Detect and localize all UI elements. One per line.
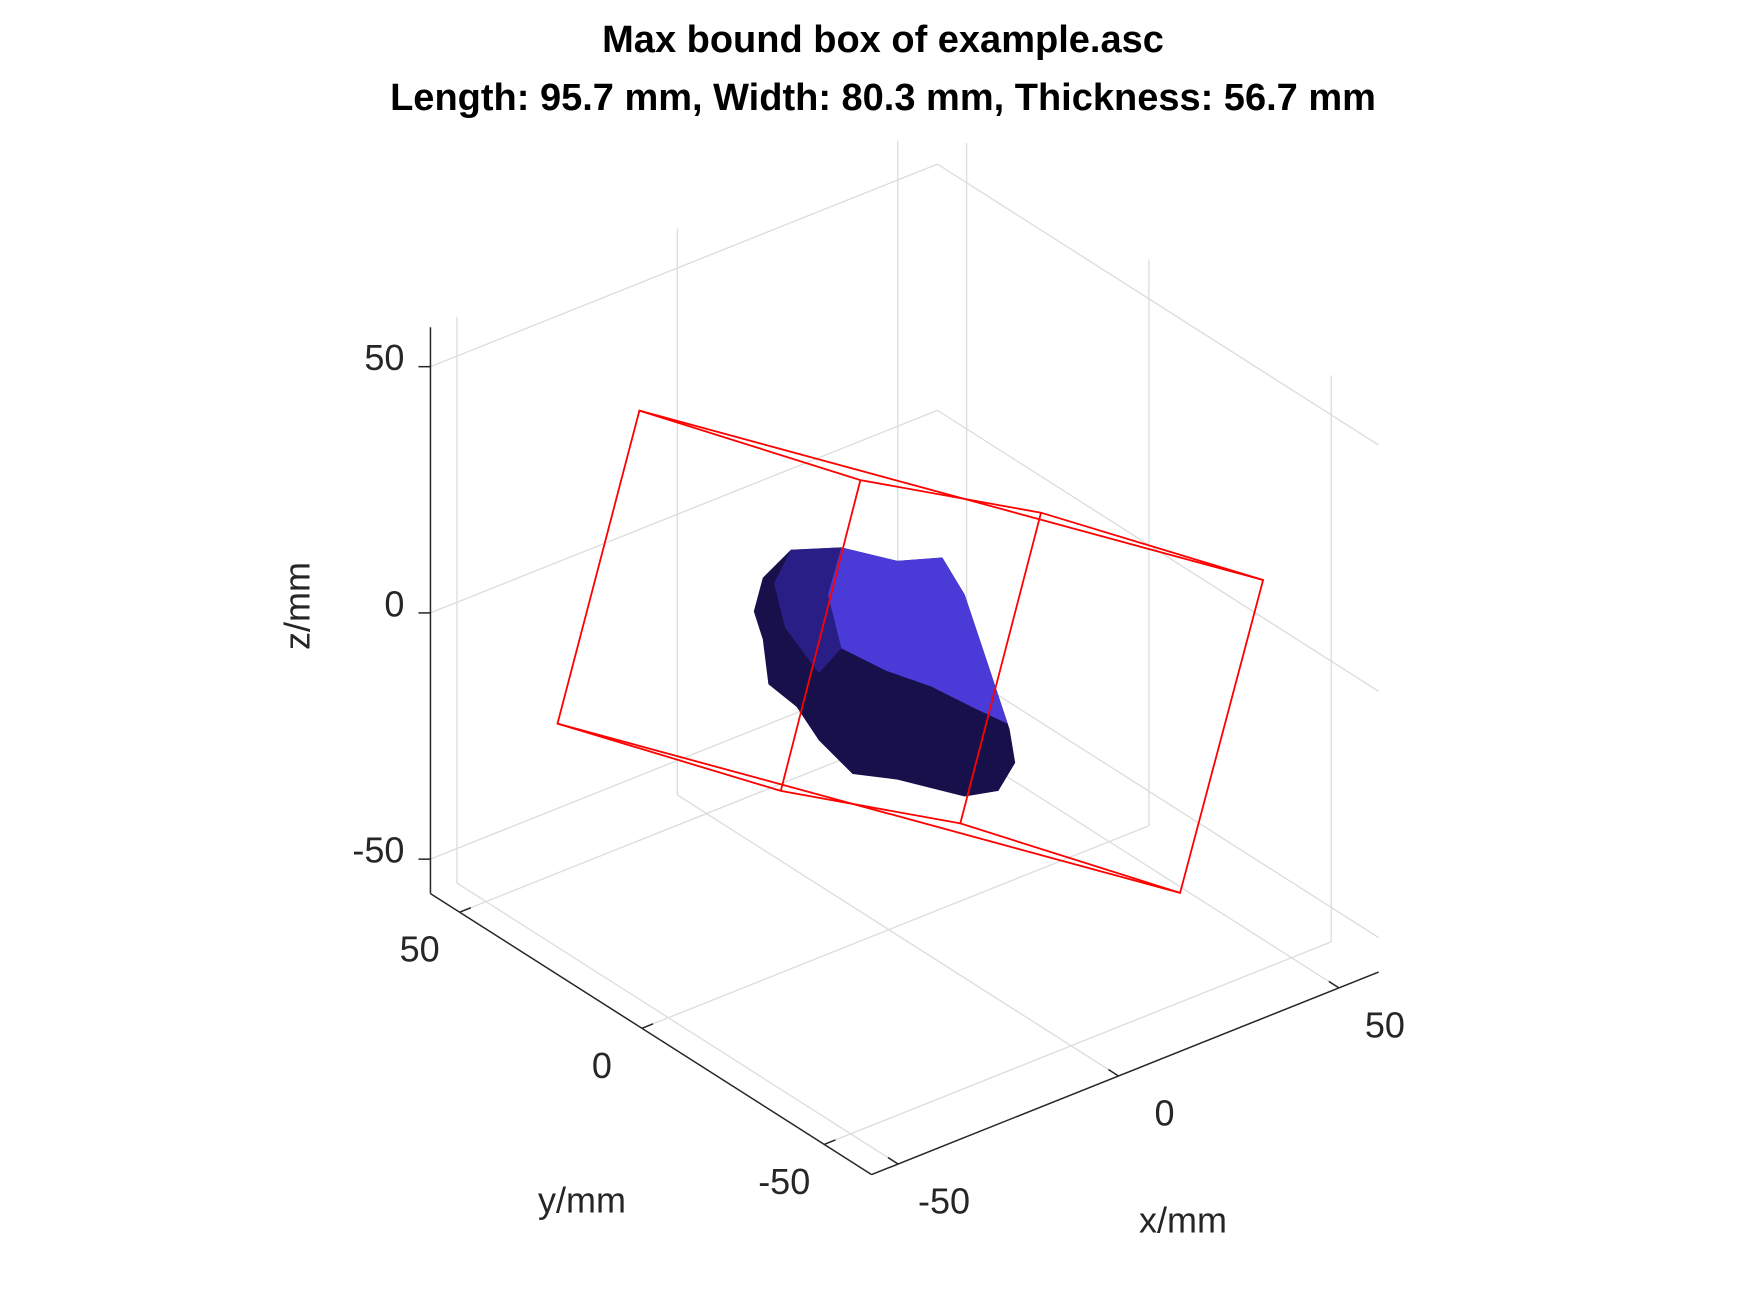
y-tick-label: 0 xyxy=(592,1045,612,1086)
y-tick-label: -50 xyxy=(758,1161,810,1202)
rock-lit xyxy=(827,547,1008,724)
z-tick-label: -50 xyxy=(352,830,404,871)
grid-line xyxy=(456,882,899,1165)
bounding-box-edge xyxy=(639,409,1264,581)
grid-line xyxy=(430,409,938,614)
bounding-box-edge xyxy=(779,479,862,792)
z-axis-label: z/mm xyxy=(277,562,318,650)
y-tick xyxy=(459,907,472,913)
y-axis xyxy=(430,892,873,1176)
x-axis xyxy=(871,971,1379,1176)
rock-mid xyxy=(774,547,842,674)
z-tick-label: 0 xyxy=(384,583,404,624)
grid-line xyxy=(430,163,938,368)
x-tick xyxy=(1328,980,1340,989)
x-tick-label: 0 xyxy=(1154,1092,1174,1133)
chart-subtitle: Length: 95.7 mm, Width: 80.3 mm, Thickne… xyxy=(390,77,1376,119)
grid-line xyxy=(823,941,1332,1146)
grid-line xyxy=(641,825,1150,1029)
chart-title: Max bound box of example.asc xyxy=(602,19,1164,61)
x-axis-label: x/mm xyxy=(1139,1200,1227,1241)
scene xyxy=(556,409,1265,895)
bounding-box-edge xyxy=(959,512,1042,824)
x-tick-label: 50 xyxy=(1365,1004,1405,1045)
y-tick xyxy=(641,1023,654,1029)
y-tick-label: 50 xyxy=(400,929,440,970)
grid-line xyxy=(937,656,1379,939)
z-tick-label: 50 xyxy=(364,337,404,378)
bounding-box-edge xyxy=(557,722,1181,894)
grid-line xyxy=(937,163,1379,446)
y-tick xyxy=(823,1139,836,1146)
grid-line xyxy=(676,794,1119,1077)
axes: -50 0 50 -50 0 50 -50 0 50 xyxy=(352,327,1405,1222)
x-tick-label: -50 xyxy=(918,1181,970,1222)
y-axis-label: y/mm xyxy=(538,1180,626,1221)
x-tick xyxy=(1107,1068,1119,1077)
x-tick xyxy=(887,1156,899,1165)
